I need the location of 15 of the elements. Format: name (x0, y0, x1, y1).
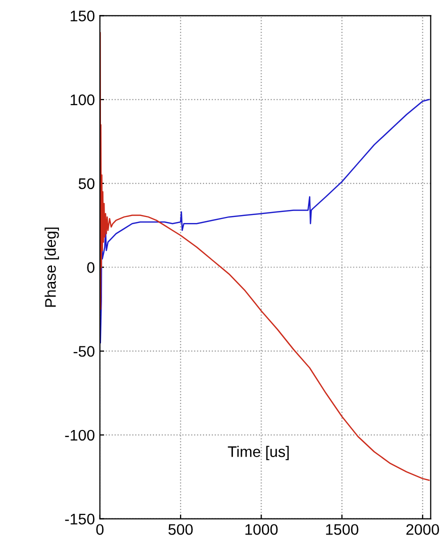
line-series (100, 32, 430, 481)
y-tick-label: 0 (87, 262, 94, 273)
x-tick-label: 1000 (245, 524, 278, 535)
y-tick-label: 50 (78, 178, 94, 190)
y-tick-label: 100 (70, 94, 94, 106)
x-tick-label: 1500 (326, 524, 358, 535)
x-axis-title: Time [us] (228, 446, 289, 460)
x-tick-label: 2000 (406, 524, 440, 535)
x-tick-label: 0 (96, 524, 104, 535)
y-tick-label: -100 (65, 430, 94, 441)
x-tick-label: 500 (168, 524, 193, 535)
y-tick-label: 150 (70, 10, 94, 22)
y-tick-label: -50 (74, 346, 94, 357)
y-axis-title: Phase [deg] (44, 228, 59, 307)
y-tick-label: -150 (65, 514, 94, 525)
